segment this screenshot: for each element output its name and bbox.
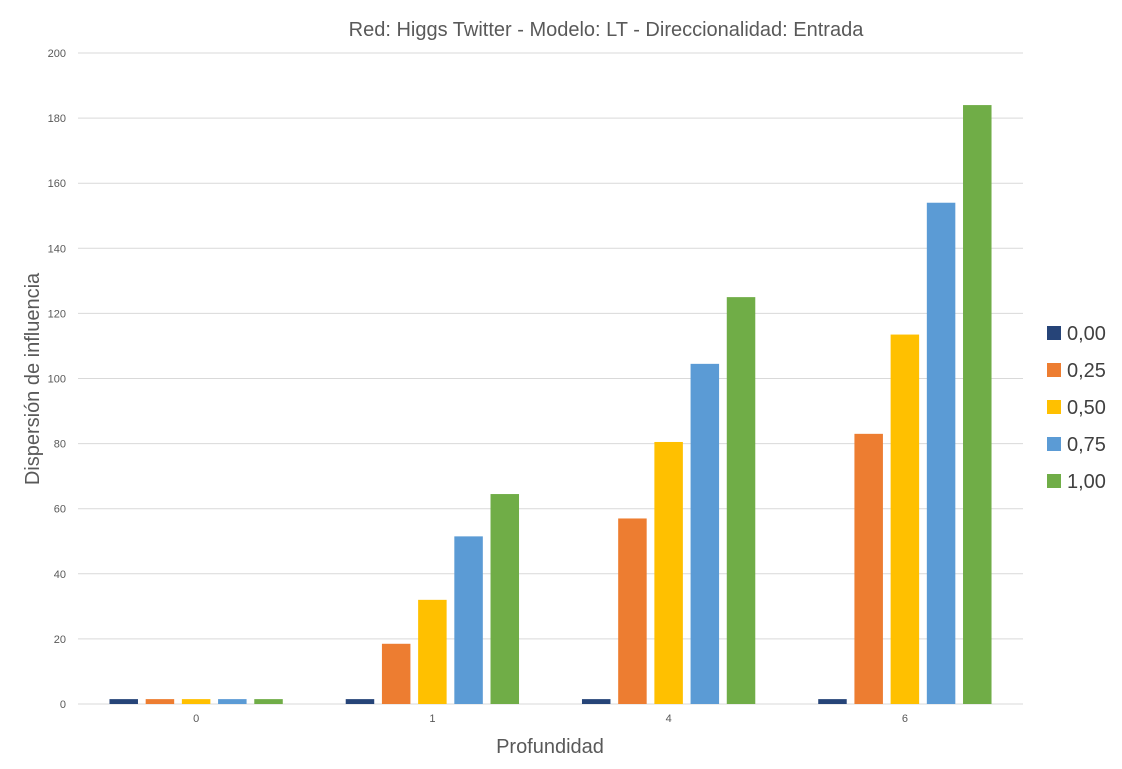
bar	[690, 363, 720, 704]
bar	[490, 494, 520, 704]
bar	[654, 441, 683, 704]
bar	[726, 297, 756, 704]
bar	[818, 699, 847, 704]
y-tick-label: 40	[54, 569, 66, 581]
bar	[345, 699, 375, 704]
legend-swatch	[1047, 363, 1061, 377]
bar	[218, 699, 247, 704]
bar	[890, 334, 920, 704]
bars	[109, 105, 992, 705]
y-axis-tick-labels: 0 20 40 60 80 100 120 140 160 180 200	[48, 48, 66, 711]
bar	[454, 536, 483, 704]
legend-swatch	[1047, 474, 1061, 488]
legend-label: 0,00	[1067, 323, 1106, 345]
bar	[963, 105, 992, 704]
y-tick-label: 100	[48, 374, 66, 386]
bar	[581, 699, 611, 704]
bar	[254, 699, 283, 704]
bar	[381, 643, 411, 704]
legend-label: 0,50	[1067, 397, 1106, 419]
x-tick-label: 6	[902, 713, 908, 725]
legend: 0,00 0,25 0,50 0,75 1,00	[1047, 323, 1106, 493]
x-tick-label: 0	[193, 713, 199, 725]
y-tick-label: 140	[48, 243, 66, 255]
y-tick-label: 60	[54, 504, 66, 516]
chart-title: Red: Higgs Twitter - Modelo: LT - Direcc…	[349, 19, 865, 41]
y-tick-label: 0	[60, 699, 66, 711]
y-axis-title: Dispersión de influencia	[22, 272, 44, 485]
legend-label: 1,00	[1067, 471, 1106, 493]
x-tick-label: 4	[666, 713, 672, 725]
y-tick-label: 20	[54, 634, 66, 646]
bar	[418, 599, 447, 704]
legend-label: 0,75	[1067, 434, 1106, 456]
y-tick-label: 160	[48, 178, 66, 190]
legend-label: 0,25	[1067, 360, 1106, 382]
y-tick-label: 200	[48, 48, 66, 60]
bar	[109, 699, 138, 704]
y-tick-label: 120	[48, 308, 66, 320]
y-tick-label: 80	[54, 439, 66, 451]
x-tick-label: 1	[429, 713, 435, 725]
bar	[854, 433, 883, 704]
legend-swatch	[1047, 437, 1061, 451]
bar	[618, 518, 647, 704]
legend-swatch	[1047, 400, 1061, 414]
x-axis-title: Profundidad	[496, 736, 604, 758]
bar	[181, 699, 211, 704]
gridlines	[78, 52, 1023, 705]
x-axis-tick-labels: 0 1 4 6	[193, 713, 908, 725]
y-tick-label: 180	[48, 113, 66, 125]
legend-swatch	[1047, 326, 1061, 340]
bar	[926, 202, 956, 705]
bar	[145, 699, 175, 704]
